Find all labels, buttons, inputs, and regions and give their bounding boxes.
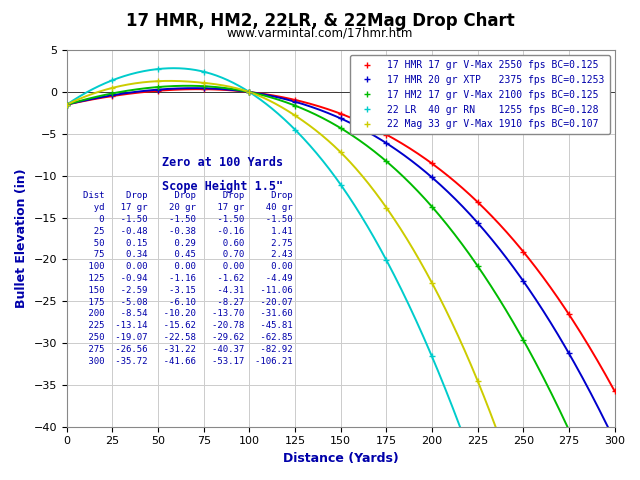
- X-axis label: Distance (Yards): Distance (Yards): [283, 452, 399, 465]
- 22 Mag 33 gr V-Max 1910 fps BC=0.107: [246, 89, 253, 95]
- 17 HM2 17 gr V-Max 2100 fps BC=0.125: [337, 125, 344, 131]
- 17 HM2 17 gr V-Max 2100 fps BC=0.125: [154, 84, 162, 90]
- 17 HMR 20 gr XTP   2375 fps BC=0.1253: [246, 89, 253, 95]
- Line: 17 HM2 17 gr V-Max 2100 fps BC=0.125: 17 HM2 17 gr V-Max 2100 fps BC=0.125: [63, 83, 527, 343]
- 17 HMR 17 gr V-Max 2550 fps BC=0.125: [565, 312, 573, 317]
- 17 HMR 17 gr V-Max 2550 fps BC=0.125: [428, 161, 436, 167]
- 17 HMR 17 gr V-Max 2550 fps BC=0.125: [383, 132, 390, 137]
- 17 HMR 17 gr V-Max 2550 fps BC=0.125: [63, 102, 70, 108]
- 17 HMR 17 gr V-Max 2550 fps BC=0.125: [291, 97, 299, 103]
- 22 Mag 33 gr V-Max 1910 fps BC=0.107: [291, 113, 299, 119]
- Text: Zero at 100 Yards: Zero at 100 Yards: [163, 156, 284, 168]
- Line: 17 HMR 17 gr V-Max 2550 fps BC=0.125: 17 HMR 17 gr V-Max 2550 fps BC=0.125: [63, 86, 618, 395]
- 22 LR  40 gr RN    1255 fps BC=0.128: [337, 182, 344, 188]
- 17 HMR 20 gr XTP   2375 fps BC=0.1253: [291, 99, 299, 105]
- 22 LR  40 gr RN    1255 fps BC=0.128: [428, 354, 436, 360]
- Text: Dist    Drop     Drop     Drop     Drop
  yd   17 gr    20 gr    17 gr    40 gr
: Dist Drop Drop Drop Drop yd 17 gr 20 gr …: [83, 192, 293, 366]
- 17 HM2 17 gr V-Max 2100 fps BC=0.125: [200, 84, 207, 89]
- 17 HMR 20 gr XTP   2375 fps BC=0.1253: [109, 92, 116, 98]
- 22 LR  40 gr RN    1255 fps BC=0.128: [109, 77, 116, 83]
- 17 HMR 17 gr V-Max 2550 fps BC=0.125: [246, 89, 253, 95]
- 22 Mag 33 gr V-Max 1910 fps BC=0.107: [154, 78, 162, 84]
- 22 Mag 33 gr V-Max 1910 fps BC=0.107: [337, 149, 344, 155]
- 17 HMR 20 gr XTP   2375 fps BC=0.1253: [154, 87, 162, 93]
- 22 Mag 33 gr V-Max 1910 fps BC=0.107: [109, 85, 116, 91]
- 17 HMR 20 gr XTP   2375 fps BC=0.1253: [565, 350, 573, 356]
- 22 LR  40 gr RN    1255 fps BC=0.128: [154, 66, 162, 72]
- 17 HM2 17 gr V-Max 2100 fps BC=0.125: [63, 102, 70, 108]
- 17 HM2 17 gr V-Max 2100 fps BC=0.125: [109, 91, 116, 96]
- 17 HMR 17 gr V-Max 2550 fps BC=0.125: [337, 111, 344, 117]
- Y-axis label: Bullet Elevation (in): Bullet Elevation (in): [15, 168, 28, 308]
- 17 HMR 17 gr V-Max 2550 fps BC=0.125: [200, 86, 207, 92]
- 17 HM2 17 gr V-Max 2100 fps BC=0.125: [291, 103, 299, 108]
- 22 LR  40 gr RN    1255 fps BC=0.128: [63, 102, 70, 108]
- Legend: 17 HMR 17 gr V-Max 2550 fps BC=0.125, 17 HMR 20 gr XTP   2375 fps BC=0.1253, 17 : 17 HMR 17 gr V-Max 2550 fps BC=0.125, 17…: [351, 55, 610, 134]
- 17 HM2 17 gr V-Max 2100 fps BC=0.125: [428, 204, 436, 210]
- 17 HMR 20 gr XTP   2375 fps BC=0.1253: [63, 102, 70, 108]
- 17 HM2 17 gr V-Max 2100 fps BC=0.125: [474, 263, 481, 269]
- 22 Mag 33 gr V-Max 1910 fps BC=0.107: [474, 378, 481, 384]
- 22 Mag 33 gr V-Max 1910 fps BC=0.107: [63, 102, 70, 108]
- 17 HMR 20 gr XTP   2375 fps BC=0.1253: [428, 175, 436, 180]
- 22 Mag 33 gr V-Max 1910 fps BC=0.107: [200, 80, 207, 86]
- Text: www.varmintal.com/17hmr.htm: www.varmintal.com/17hmr.htm: [227, 26, 413, 39]
- Text: 17 HMR, HM2, 22LR, & 22Mag Drop Chart: 17 HMR, HM2, 22LR, & 22Mag Drop Chart: [125, 12, 515, 30]
- 22 LR  40 gr RN    1255 fps BC=0.128: [291, 127, 299, 132]
- 17 HMR 20 gr XTP   2375 fps BC=0.1253: [200, 85, 207, 91]
- Line: 22 LR  40 gr RN    1255 fps BC=0.128: 22 LR 40 gr RN 1255 fps BC=0.128: [63, 66, 435, 360]
- 17 HMR 17 gr V-Max 2550 fps BC=0.125: [474, 199, 481, 205]
- 22 LR  40 gr RN    1255 fps BC=0.128: [383, 257, 390, 263]
- 17 HMR 20 gr XTP   2375 fps BC=0.1253: [383, 140, 390, 146]
- Line: 17 HMR 20 gr XTP   2375 fps BC=0.1253: 17 HMR 20 gr XTP 2375 fps BC=0.1253: [63, 85, 572, 357]
- 17 HM2 17 gr V-Max 2100 fps BC=0.125: [520, 337, 527, 343]
- 22 Mag 33 gr V-Max 1910 fps BC=0.107: [383, 204, 390, 210]
- Text: Scope Height 1.5": Scope Height 1.5": [163, 180, 284, 193]
- Line: 22 Mag 33 gr V-Max 1910 fps BC=0.107: 22 Mag 33 gr V-Max 1910 fps BC=0.107: [63, 78, 481, 384]
- 17 HMR 20 gr XTP   2375 fps BC=0.1253: [520, 278, 527, 284]
- 17 HMR 17 gr V-Max 2550 fps BC=0.125: [109, 93, 116, 99]
- 22 LR  40 gr RN    1255 fps BC=0.128: [200, 69, 207, 74]
- 17 HMR 20 gr XTP   2375 fps BC=0.1253: [474, 220, 481, 226]
- 17 HM2 17 gr V-Max 2100 fps BC=0.125: [246, 89, 253, 95]
- 17 HM2 17 gr V-Max 2100 fps BC=0.125: [383, 158, 390, 164]
- 22 Mag 33 gr V-Max 1910 fps BC=0.107: [428, 280, 436, 286]
- 22 LR  40 gr RN    1255 fps BC=0.128: [246, 89, 253, 95]
- 17 HMR 17 gr V-Max 2550 fps BC=0.125: [154, 88, 162, 94]
- 17 HMR 17 gr V-Max 2550 fps BC=0.125: [611, 388, 618, 394]
- 17 HMR 17 gr V-Max 2550 fps BC=0.125: [520, 249, 527, 254]
- 17 HMR 20 gr XTP   2375 fps BC=0.1253: [337, 116, 344, 121]
